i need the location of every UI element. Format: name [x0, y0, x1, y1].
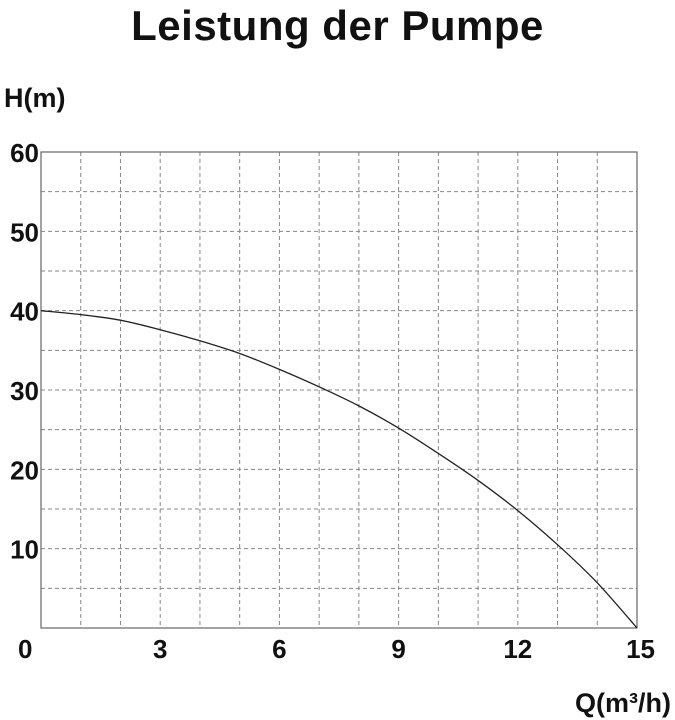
- y-tick-label: 30: [10, 376, 39, 406]
- y-tick-label: 50: [10, 217, 39, 247]
- x-tick-label: 3: [153, 634, 167, 664]
- plot-frame: [40, 151, 638, 629]
- x-tick-label: 0: [18, 634, 32, 664]
- pump-curve-line: [40, 310, 638, 629]
- x-axis-label: Q(m³/h): [575, 688, 671, 718]
- y-axis-label: H(m): [4, 83, 66, 113]
- x-tick-label: 9: [391, 634, 405, 664]
- chart-title: Leistung der Pumpe: [131, 2, 544, 49]
- y-tick-label: 20: [10, 455, 39, 485]
- x-tick-label: 15: [626, 634, 655, 664]
- y-axis-ticks: 10 20 30 40 50 60: [10, 138, 39, 565]
- y-tick-label: 10: [10, 535, 39, 565]
- grid: [41, 152, 637, 628]
- x-axis-ticks: 0 3 6 9 12 15: [18, 634, 655, 664]
- x-tick-label: 12: [503, 634, 532, 664]
- x-tick-label: 6: [272, 634, 286, 664]
- y-tick-label: 40: [10, 297, 39, 327]
- y-tick-label: 60: [10, 138, 39, 168]
